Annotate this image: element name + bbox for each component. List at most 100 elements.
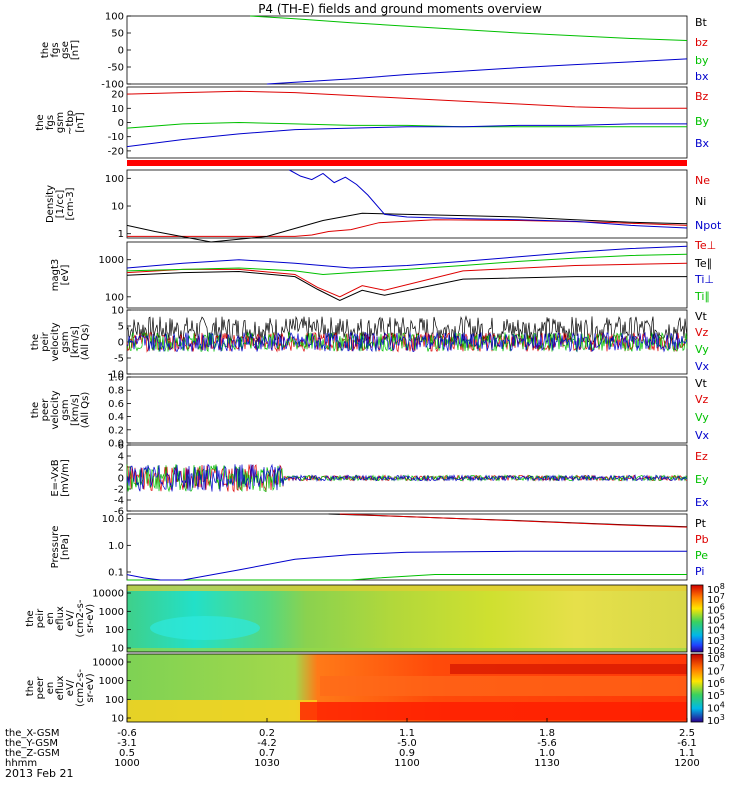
legend-Vy: Vy [695,343,709,356]
y-tick-label: -20 [108,146,124,157]
y-tick-label: -6 [114,507,124,518]
series-Te⊥-line [126,262,688,298]
y-tick-label: 100 [105,292,124,303]
x-axis-row-label: the_X-GSM [5,728,59,739]
x-axis-value: -3.1 [117,738,137,749]
x-axis-value: 1130 [534,758,559,769]
y-axis-label: eV/ [65,610,76,627]
x-axis-value: 1.0 [539,748,555,759]
panel-frame [126,241,688,309]
y-axis-label: ~tbp [65,110,76,135]
legend-Npot: Npot [695,219,722,232]
y-axis-label: the [30,402,41,418]
y-axis-label: eflux [55,676,66,701]
panel-frame [126,169,688,239]
y-axis-label: gsm [55,112,66,133]
y-tick-label: 10 [111,202,124,213]
panel-peer-velocity: 1.0 0.8 0.6 0.4 0.2 0.0 the peer velocity gsm [km/… [30,373,710,450]
peir-colorbar [690,584,704,653]
y-tick-label: 0.0 [108,439,124,450]
panel-fgs-gse: 100 50 0 -50 -100 the fgs gse [nT] Bt bz by bx [40,12,709,91]
x-axis-row-label: the_Z-GSM [5,748,60,759]
series-Pe-line [127,574,687,581]
legend-By: By [695,115,710,128]
y-tick-label: -50 [108,63,124,74]
x-axis-value: 0.5 [119,748,135,759]
y-tick-label: 1000 [99,255,124,266]
panel-frame [126,584,688,653]
y-axis-label: the [25,610,36,626]
panel-fgs-gsm: 20 10 0 -10 -20 the fgs gsm ~tbp [nT] Bz By Bx [35,86,710,159]
legend-Ex: Ex [695,496,709,509]
y-axis-label: fgs [45,115,56,130]
y-tick-label: 0 [118,118,124,129]
series-Ne-line [127,219,688,237]
x-axis-value: 1.8 [539,728,555,739]
y-tick-label: 0.6 [108,399,124,410]
y-tick-label: 1.0 [108,373,124,384]
y-axis-label: eV/ [65,679,76,696]
panel-frame [126,376,688,444]
legend-Vt: Vt [695,377,708,390]
y-tick-label: 6 [118,441,124,452]
x-axis-value: 1000 [114,758,139,769]
legend-Ez: Ez [695,450,708,463]
y-axis-label: magt3 [50,259,61,292]
series-Bz-line [126,90,687,109]
x-axis-value: 2.5 [679,728,695,739]
y-tick-label: 20 [111,90,124,101]
x-axis-value: 1.1 [399,728,415,739]
x-axis-value: -6.1 [677,738,697,749]
series-Pb-line [339,513,688,528]
legend-Pi: Pi [695,565,704,578]
y-axis-label: velocity [50,390,61,429]
y-tick-label: 50 [111,29,124,40]
y-tick-label: -4 [114,496,124,507]
series-By-line [126,121,687,129]
series-by-line [250,15,688,41]
x-axis-value: 1030 [254,758,279,769]
legend-bz: bz [695,36,708,49]
series-Vy-line [126,331,688,353]
series-Ti∥-line [126,253,688,275]
y-axis-label: (cm2-s- [75,669,86,707]
y-tick-label: -2 [114,485,124,496]
series-Vx-line [126,331,688,353]
panel-peir-velocity: 10 5 0 -5 -10 the peir velocity gsm [km/s] (All Qs… [30,306,710,381]
y-axis-label: the [40,42,51,58]
y-axis-label: [km/s] [70,326,81,358]
x-axis-row-label: the_Y-GSM [5,738,58,749]
y-axis-label: peer [40,398,51,422]
y-axis-label: the [35,114,46,130]
y-tick-label: 0.2 [108,425,124,436]
y-axis-label: gse [60,41,71,59]
series-Te∥-line [126,271,687,301]
legend-Vx: Vx [695,429,710,442]
y-axis-label: [nT] [70,40,81,60]
y-tick-label: -10 [108,370,124,381]
peer-colorbar [690,653,704,723]
x-axis-value: -4.2 [257,738,277,749]
y-axis-label: Pressure [50,526,61,569]
x-axis-value: 0.2 [259,728,275,739]
y-axis-label: [nPa] [60,534,71,560]
x-axis-value: 1.1 [679,748,695,759]
y-tick-label: 4 [118,452,124,463]
date-label: 2013 Feb 21 [5,767,73,780]
series-bx-line [266,58,688,85]
legend-Pe: Pe [695,549,708,562]
y-axis-label: en [45,682,56,695]
legend-Vz: Vz [695,326,709,339]
legend-bx: bx [695,70,709,83]
y-axis-label: [nT] [75,112,86,132]
y-tick-label: -100 [101,80,124,91]
y-tick-label: 10 [111,306,124,317]
panel-frame [126,86,688,159]
y-tick-label: 1 [118,229,124,240]
legend-Ti∥: Ti∥ [694,290,710,303]
y-tick-label: 0.1 [108,567,124,578]
colorbar-tick-label: 103 [707,713,725,727]
y-tick-label: -5 [114,354,124,365]
